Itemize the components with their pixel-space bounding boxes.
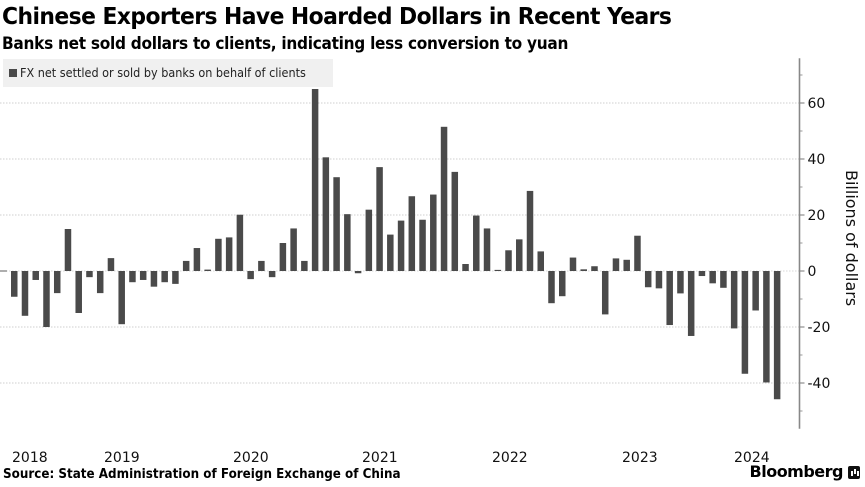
chart-subtitle: Banks net sold dollars to clients, indic… [2, 34, 569, 53]
bloomberg-terminal-icon [848, 466, 860, 479]
legend-swatch [9, 69, 17, 77]
bar [440, 126, 448, 271]
bar [225, 237, 233, 271]
bar [698, 271, 706, 277]
bar [741, 271, 749, 374]
legend: FX net settled or sold by banks on behal… [3, 59, 333, 87]
y-tick-label: 40 [808, 152, 826, 168]
bar [118, 271, 125, 325]
bar [215, 238, 222, 271]
bar [193, 248, 201, 271]
bar [344, 214, 351, 271]
bar [236, 214, 244, 271]
x-tick-label: 2024 [734, 450, 770, 466]
y-tick-label: -20 [808, 320, 831, 336]
bar [301, 260, 308, 271]
bar [247, 271, 254, 280]
bar [516, 239, 523, 271]
bar [580, 269, 587, 271]
bar [290, 228, 297, 271]
bar [451, 171, 459, 271]
bar [430, 194, 437, 271]
y-axis: 60 40 20 0 -20 -40 [798, 58, 831, 429]
y-tick-label: 60 [808, 96, 826, 112]
bar [537, 251, 544, 271]
y-tick-label: 20 [808, 208, 826, 224]
bar [150, 271, 158, 287]
bar [43, 271, 50, 327]
x-tick-label: 2022 [492, 450, 528, 466]
bar [129, 271, 136, 283]
bar [75, 271, 82, 313]
y-tick-label: 0 [808, 264, 817, 280]
bar [86, 271, 93, 278]
bars [11, 89, 781, 400]
bar [763, 271, 770, 383]
bar [730, 271, 738, 329]
bar [96, 271, 104, 294]
bar [526, 190, 534, 271]
bar [601, 271, 609, 315]
bar [322, 157, 330, 271]
y-axis-label: Billions of dollars [842, 170, 861, 306]
bar [376, 167, 383, 271]
bar [666, 271, 673, 326]
x-tick-label: 2018 [12, 450, 48, 466]
bar [773, 271, 781, 400]
bar [569, 257, 577, 271]
bar [462, 264, 469, 271]
bar [634, 235, 641, 271]
bar [107, 258, 115, 271]
x-axis-labels: 2018 2019 2020 2021 2022 2023 2024 [12, 450, 770, 466]
legend-label: FX net settled or sold by banks on behal… [20, 65, 306, 80]
bar [258, 260, 265, 271]
bar [591, 266, 598, 271]
bar [139, 271, 147, 280]
bar [720, 271, 727, 288]
bar [21, 271, 29, 316]
bar [64, 229, 72, 271]
bar [161, 271, 168, 283]
bar [752, 271, 759, 311]
chart-title: Chinese Exporters Have Hoarded Dollars i… [2, 2, 672, 30]
bar [365, 209, 373, 271]
bar [473, 215, 480, 271]
source-note: Source: State Administration of Foreign … [3, 467, 401, 482]
bar [623, 259, 630, 271]
x-tick-label: 2021 [362, 450, 398, 466]
x-tick-label: 2019 [104, 450, 140, 466]
bar [709, 271, 716, 284]
bar [494, 269, 502, 271]
x-tick-label: 2023 [622, 450, 658, 466]
bar [408, 196, 416, 271]
bar [397, 220, 405, 271]
bar [644, 271, 652, 288]
bar [32, 271, 39, 280]
brand-logo: Bloomberg [749, 462, 844, 481]
bar [419, 219, 426, 271]
bar [612, 258, 620, 271]
bar [505, 250, 512, 271]
bar [268, 271, 276, 278]
bar [53, 271, 61, 294]
bar [548, 271, 555, 304]
bar [182, 260, 190, 271]
bar [387, 234, 394, 271]
bar [172, 271, 179, 284]
bar [687, 271, 695, 336]
bar [279, 243, 287, 271]
x-tick-label: 2020 [233, 450, 269, 466]
bar [354, 271, 362, 274]
bar [204, 269, 211, 271]
bar [311, 89, 319, 271]
bar [559, 271, 566, 297]
y-tick-label: -40 [808, 376, 831, 392]
bar [483, 228, 491, 271]
bar [11, 271, 18, 297]
bar [333, 177, 340, 271]
bar [677, 271, 684, 294]
bar [655, 271, 663, 289]
